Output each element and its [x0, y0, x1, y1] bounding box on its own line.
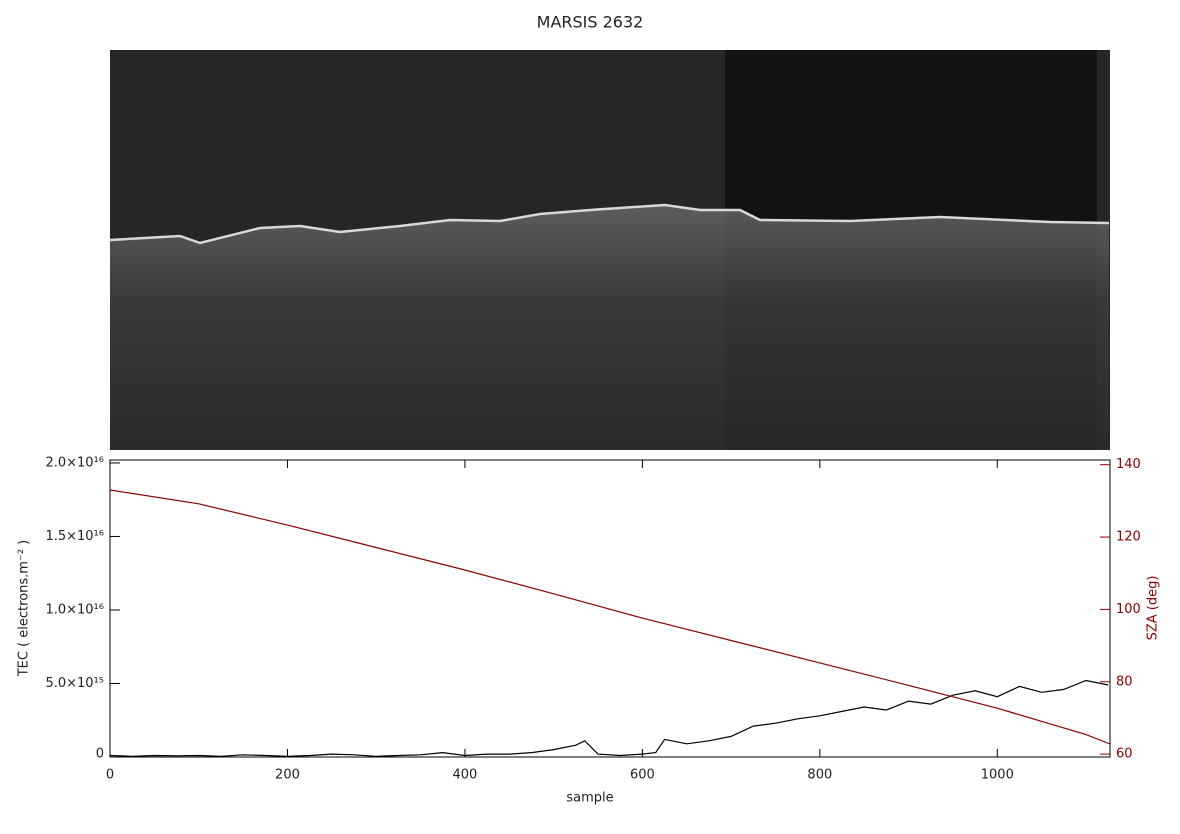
x-tick-label: 400 — [453, 768, 478, 783]
x-tick-label: 0 — [106, 768, 114, 783]
y2-tick-label: 120 — [1116, 530, 1141, 545]
x-tick-label: 800 — [807, 768, 832, 783]
x-tick-label: 200 — [275, 768, 300, 783]
y-tick-label: 1.0×10¹⁶ — [45, 602, 104, 617]
y-axis-label: TEC ( electrons.m⁻² ) — [17, 540, 32, 678]
radargram — [109, 50, 1110, 450]
x-tick-label: 600 — [630, 768, 655, 783]
y2-tick-label: 60 — [1116, 747, 1133, 762]
series-line — [109, 679, 1109, 757]
y2-axis-label: SZA (deg) — [1146, 576, 1161, 641]
x-axis-label: sample — [566, 791, 613, 806]
series-line — [109, 489, 1111, 745]
y2-tick-label: 80 — [1116, 674, 1133, 689]
y-tick-label: 2.0×10¹⁶ — [45, 455, 104, 470]
radargram-subsurface — [110, 205, 1109, 450]
y-tick-label: 1.5×10¹⁶ — [45, 529, 104, 544]
chart-title: MARSIS 2632 — [537, 13, 644, 32]
y2-tick-label: 140 — [1116, 457, 1141, 472]
x-tick-label: 1000 — [981, 768, 1014, 783]
y-tick-label: 0 — [96, 747, 104, 762]
plot-frame — [109, 459, 1111, 758]
radargram-surface-echo — [109, 203, 1110, 245]
y2-tick-label: 100 — [1116, 602, 1141, 617]
y-tick-label: 5.0×10¹⁵ — [45, 676, 104, 691]
